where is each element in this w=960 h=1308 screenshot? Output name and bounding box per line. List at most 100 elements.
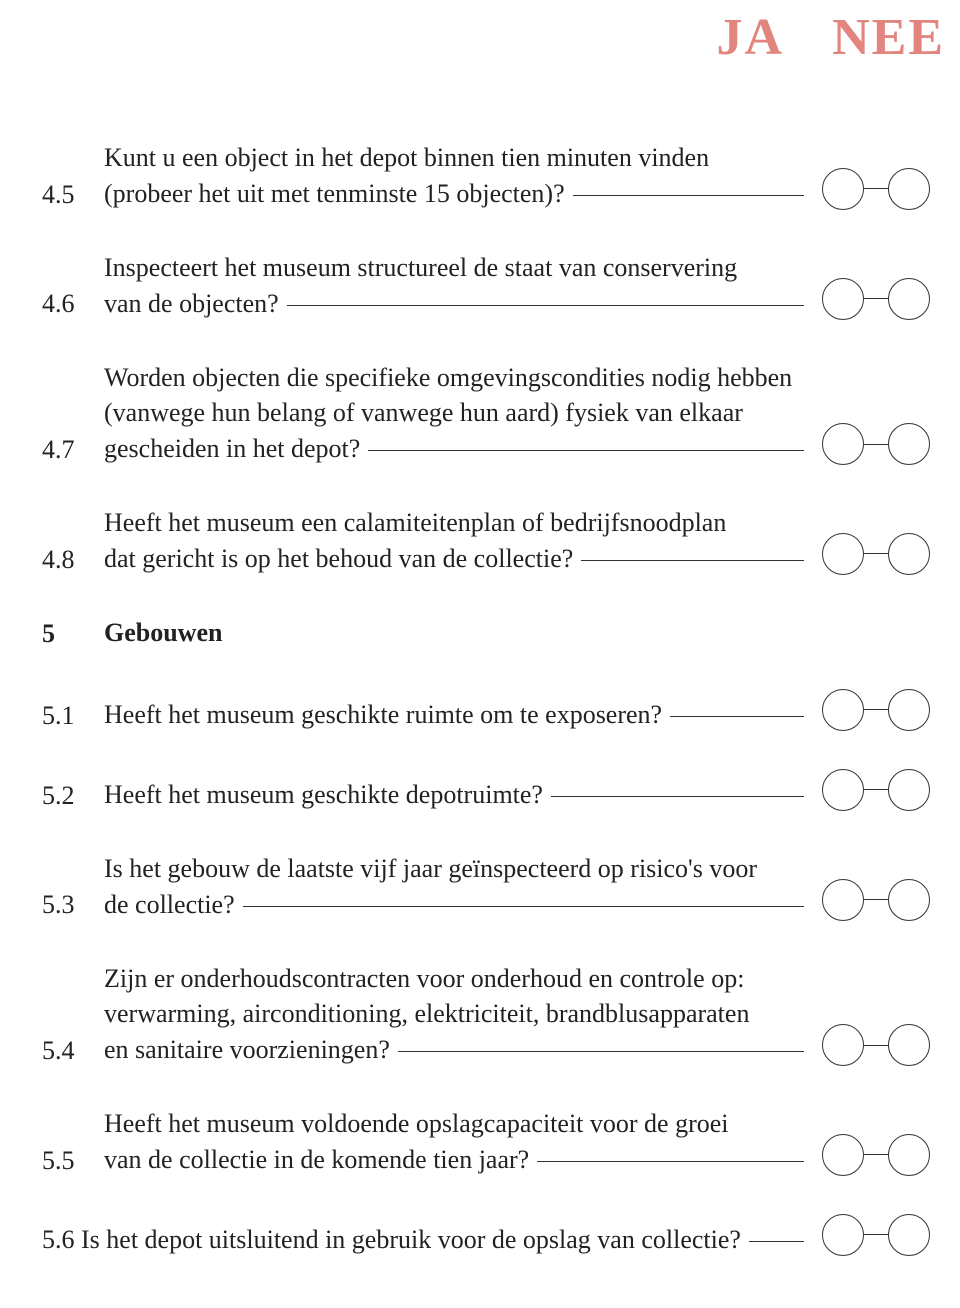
ja-option[interactable] [822,168,864,210]
question-text: Heeft het museum voldoende opslagcapacit… [104,1106,822,1178]
answer-bubbles [822,423,930,465]
question-last-text: (probeer het uit met tenminste 15 object… [104,176,565,212]
question-last-line: van de objecten? [104,286,812,322]
question-number: 4.7 [42,432,104,467]
question-number: 4.6 [42,286,104,321]
ja-option[interactable] [822,1134,864,1176]
nee-option[interactable] [888,1024,930,1066]
connector-line [581,560,804,561]
connector-line [368,450,804,451]
bubble-link [864,298,888,299]
header-ja: JA [717,8,785,67]
question-row: 4.6Inspecteert het museum structureel de… [42,250,930,322]
question-row: 4.8Heeft het museum een calamiteitenplan… [42,505,930,577]
question-last-text: de collectie? [104,887,235,923]
question-text-pre: Heeft het museum voldoende opslagcapacit… [104,1106,812,1142]
bubble-link [864,1045,888,1046]
question-last-text: Heeft het museum geschikte ruimte om te … [104,697,662,733]
nee-option[interactable] [888,168,930,210]
question-row: 5.3Is het gebouw de laatste vijf jaar ge… [42,851,930,923]
nee-option[interactable] [888,423,930,465]
question-text: Inspecteert het museum structureel de st… [104,250,822,322]
connector-line [398,1051,804,1052]
questionnaire-content: 4.5Kunt u een object in het depot binnen… [42,140,930,1296]
nee-option[interactable] [888,1134,930,1176]
question-last-line: 5.6 Is het depot uitsluitend in gebruik … [42,1222,812,1258]
bubble-link [864,1154,888,1155]
nee-option[interactable] [888,769,930,811]
question-text: Is het gebouw de laatste vijf jaar geïns… [104,851,822,923]
question-last-text: dat gericht is op het behoud van de coll… [104,541,573,577]
question-number: 5 [42,616,104,651]
question-row: 5.6 Is het depot uitsluitend in gebruik … [42,1216,930,1258]
connector-line [287,305,804,306]
question-last-line: Gebouwen [104,615,920,651]
question-row: 4.7Worden objecten die specifieke omgevi… [42,360,930,468]
connector-line [670,716,804,717]
nee-option[interactable] [888,1214,930,1256]
question-last-line: de collectie? [104,887,812,923]
question-last-text: Heeft het museum geschikte depotruimte? [104,777,543,813]
ja-option[interactable] [822,689,864,731]
section-heading-row: 5Gebouwen [42,615,930,651]
ja-option[interactable] [822,1214,864,1256]
question-last-text: gescheiden in het depot? [104,431,360,467]
connector-line [573,195,804,196]
question-number: 4.5 [42,177,104,212]
bubble-link [864,899,888,900]
question-row: 4.5Kunt u een object in het depot binnen… [42,140,930,212]
answer-bubbles [822,533,930,575]
bubble-link [864,188,888,189]
answer-bubbles [822,278,930,320]
question-text-pre: Heeft het museum een calamiteitenplan of… [104,505,812,541]
ja-option[interactable] [822,533,864,575]
question-text-pre: Zijn er onderhoudscontracten voor onderh… [104,961,812,1033]
bubble-link [864,444,888,445]
question-text: Kunt u een object in het depot binnen ti… [104,140,822,212]
question-text: Heeft het museum geschikte ruimte om te … [104,697,822,733]
ja-option[interactable] [822,278,864,320]
question-row: 5.2Heeft het museum geschikte depotruimt… [42,771,930,813]
question-number: 4.8 [42,542,104,577]
question-number: 5.5 [42,1143,104,1178]
question-last-line: Heeft het museum geschikte depotruimte? [104,777,812,813]
connector-line [749,1241,804,1242]
question-last-line: van de collectie in de komende tien jaar… [104,1142,812,1178]
question-number: 5.2 [42,778,104,813]
connector-line [243,906,804,907]
question-last-line: Heeft het museum geschikte ruimte om te … [104,697,812,733]
question-text: Heeft het museum geschikte depotruimte? [104,777,822,813]
question-last-line: gescheiden in het depot? [104,431,812,467]
question-last-text: van de objecten? [104,286,279,322]
bubble-link [864,1234,888,1235]
answer-bubbles [822,1134,930,1176]
question-row: 5.1Heeft het museum geschikte ruimte om … [42,691,930,733]
bubble-link [864,789,888,790]
connector-line [537,1161,804,1162]
question-text-pre: Worden objecten die specifieke omgevings… [104,360,812,432]
nee-option[interactable] [888,533,930,575]
nee-option[interactable] [888,278,930,320]
bubble-link [864,709,888,710]
bubble-link [864,553,888,554]
answer-bubbles [822,769,930,811]
answer-bubbles [822,1214,930,1256]
connector-line [551,796,804,797]
question-text-pre: Kunt u een object in het depot binnen ti… [104,140,812,176]
nee-option[interactable] [888,879,930,921]
ja-option[interactable] [822,879,864,921]
question-last-text: Gebouwen [104,615,222,651]
nee-option[interactable] [888,689,930,731]
question-row: 5.4Zijn er onderhoudscontracten voor ond… [42,961,930,1069]
question-text: 5.6 Is het depot uitsluitend in gebruik … [42,1222,822,1258]
ja-option[interactable] [822,769,864,811]
answer-bubbles [822,168,930,210]
question-number: 5.3 [42,887,104,922]
question-last-text: van de collectie in de komende tien jaar… [104,1142,529,1178]
question-text: Heeft het museum een calamiteitenplan of… [104,505,822,577]
question-row: 5.5Heeft het museum voldoende opslagcapa… [42,1106,930,1178]
ja-option[interactable] [822,423,864,465]
answer-bubbles [822,689,930,731]
question-last-line: dat gericht is op het behoud van de coll… [104,541,812,577]
ja-option[interactable] [822,1024,864,1066]
